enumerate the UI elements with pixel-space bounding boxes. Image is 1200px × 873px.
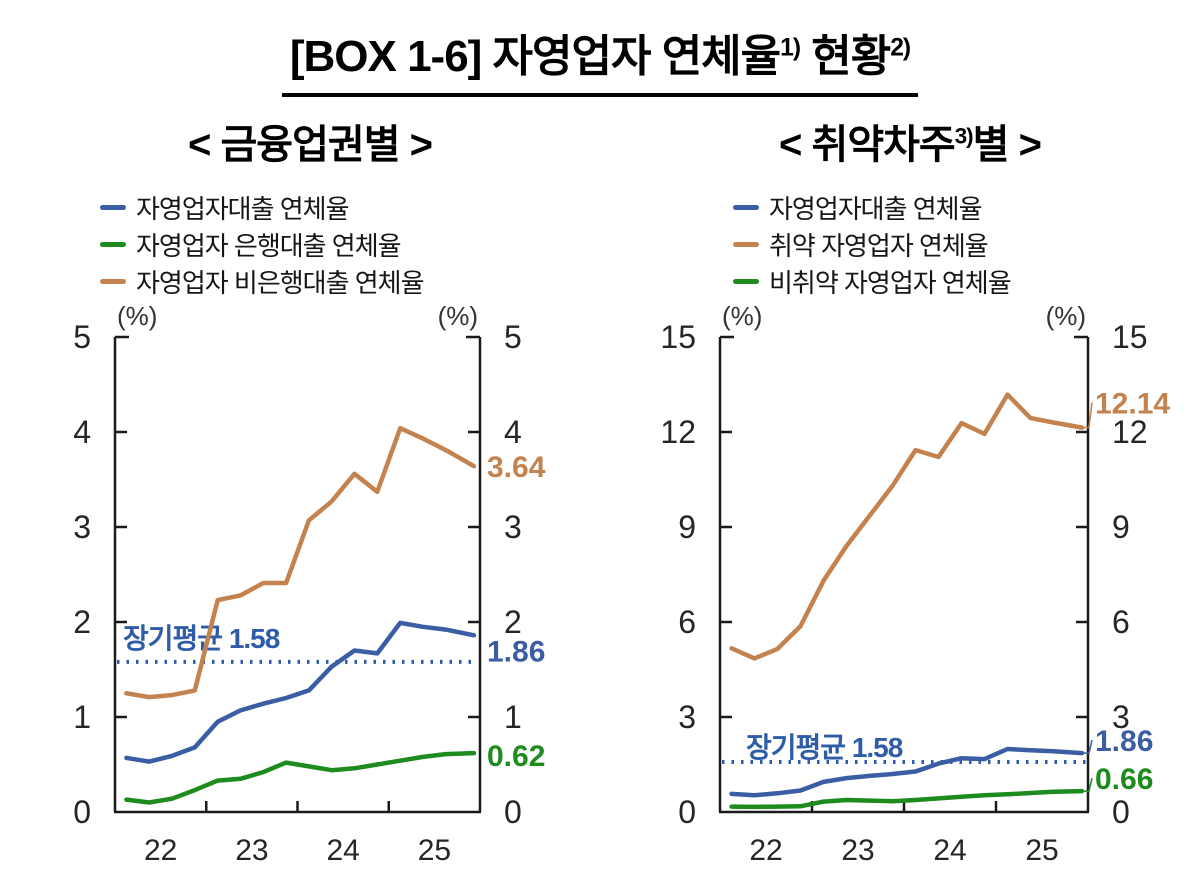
series-end-value-label: 0.62 [487,740,545,773]
legend-line-swatch [733,241,759,247]
page-title: [BOX 1-6] 자영업자 연체율1) 현황2) [0,20,1200,97]
chart-subtitle-vulnerable-borrower: < 취약차주3)별 > [620,112,1200,170]
legend-item: 자영업자 비은행대출 연체율 [100,264,424,298]
series-line [729,392,1085,661]
y-tick-label-right: 3 [504,509,522,545]
x-tick-label: 23 [235,834,268,867]
x-tick-label: 25 [1025,834,1058,867]
series-line [729,746,1085,798]
legend-label: 자영업자대출 연체율 [136,193,350,224]
series-line [124,620,477,764]
legend-item: 자영업자대출 연체율 [100,190,424,224]
y-tick-label-right: 15 [1112,319,1148,355]
legend-line-swatch [733,278,759,284]
y-tick-label-left: 2 [73,604,91,640]
text-segment: 현황 [800,32,891,81]
chart-subtitle-financial-sector: < 금융업권별 > [20,112,600,170]
chart-subtitle-left-text: < 금융업권별 > [188,123,433,167]
y-tick-label-right: 9 [1112,509,1130,545]
line-chart-vulnerable-borrower: 0 0 3 3 6 6 9 9 12 12 15 15 22 23 24 25 (%) (%) 장기평균 1.58 1… [660,301,1170,867]
legend-line-swatch [100,278,126,284]
long-term-average-label: 장기평균 1.58 [746,732,903,763]
legend-item: 자영업자대출 연체율 [733,190,1011,224]
text-segment: 별 > [972,123,1042,167]
x-tick-label: 23 [841,834,874,867]
series-end-value-label: 0.66 [1095,763,1153,796]
y-tick-label-right: 12 [1112,414,1148,450]
text-segment: [BOX 1-6] 자영업자 연체율 [289,32,781,81]
y-tick-label-left: 4 [73,414,91,450]
y-tick-label-right: 4 [504,414,522,450]
unit-label-right: (%) [438,301,478,331]
x-tick-label: 22 [749,834,782,867]
y-tick-label-right: 5 [504,319,522,355]
y-tick-label-right: 2 [504,604,522,640]
x-tick-label: 24 [933,834,966,867]
y-tick-label-right: 6 [1112,604,1130,640]
y-tick-label-left: 3 [678,699,696,735]
x-tick-label: 22 [144,834,177,867]
series-line [124,425,477,700]
page-title-text: [BOX 1-6] 자영업자 연체율1) 현황2) [281,20,919,97]
legend-item: 자영업자 은행대출 연체율 [100,227,424,261]
chart-subtitle-right-text: < 취약차주3)별 > [779,123,1042,167]
y-tick-label-left: 5 [73,319,91,355]
series-end-value-label: 12.14 [1095,388,1170,421]
x-tick-label: 25 [418,834,451,867]
unit-label-left: (%) [117,301,157,331]
text-segment: < 취약차주 [779,123,956,167]
y-tick-label-left: 6 [678,604,696,640]
end-label-connector [1082,777,1093,792]
series-line [124,750,477,805]
y-tick-label-right: 1 [504,699,522,735]
legend-label: 비취약 자영업자 연체율 [769,267,1012,298]
end-label-connector [1082,739,1093,754]
y-tick-label-left: 3 [73,509,91,545]
legend-label: 취약 자영업자 연체율 [769,230,989,261]
series-end-value-label: 1.86 [487,635,545,668]
unit-label-left: (%) [722,301,762,331]
series-line [729,788,1085,810]
y-tick-label-right: 0 [504,794,522,830]
superscript-note-ref: 2) [890,34,911,62]
y-tick-label-left: 0 [73,794,91,830]
end-label-connector [1082,402,1093,429]
y-tick-label-right: 3 [1112,699,1130,735]
line-chart-financial-sector: 0 01 12 23 34 45 522 23 24 25(%) (%)장기평균 1.583.640… [73,301,546,867]
y-tick-label-right: 0 [1112,794,1130,830]
legend-line-swatch [733,204,759,210]
y-tick-label-left: 1 [73,699,91,735]
legend-label: 자영업자 비은행대출 연체율 [136,267,424,298]
legend-line-swatch [100,241,126,247]
legend-label: 자영업자대출 연체율 [769,193,983,224]
legend-line-swatch [100,204,126,210]
series-end-value-label: 3.64 [487,451,546,484]
superscript-note-ref: 3) [954,123,974,149]
legend-label: 자영업자 은행대출 연체율 [136,230,402,261]
y-tick-label-left: 9 [678,509,696,545]
legend-item: 취약 자영업자 연체율 [733,227,1011,261]
series-end-value-label: 1.86 [1095,725,1153,758]
y-tick-label-left: 15 [660,319,696,355]
x-tick-label: 24 [326,834,359,867]
text-segment: < 금융업권별 > [188,123,433,167]
y-tick-label-left: 12 [660,414,696,450]
superscript-note-ref: 1) [780,34,801,62]
legend-item: 비취약 자영업자 연체율 [733,264,1012,298]
unit-label-right: (%) [1046,301,1086,331]
y-tick-label-left: 0 [678,794,696,830]
long-term-average-label: 장기평균 1.58 [123,623,280,654]
